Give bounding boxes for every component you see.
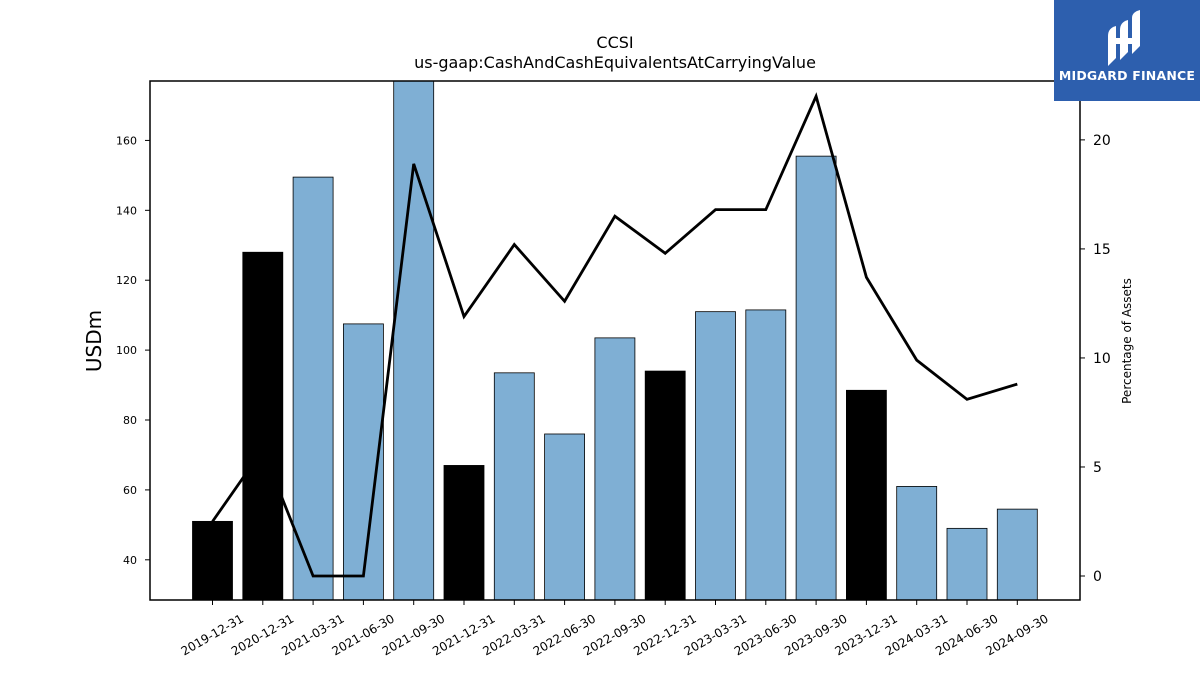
- y-axis-label: USDm: [82, 310, 106, 372]
- bar-2024-09-30: [996, 508, 1038, 601]
- bars-layer: [192, 80, 1038, 601]
- y2-tick-label: 0: [1093, 569, 1102, 585]
- y2-tick-label: 5: [1093, 460, 1102, 476]
- bar-2022-03-31: [493, 372, 535, 601]
- bar-2022-12-31: [644, 370, 686, 601]
- bar-2023-09-30: [795, 155, 837, 601]
- bar-2023-06-30: [745, 309, 787, 601]
- bar-2023-12-31: [846, 389, 887, 601]
- y2-tick-label: 15: [1093, 242, 1111, 258]
- y-tick-label: 40: [123, 554, 137, 567]
- bar-2020-12-31: [242, 251, 284, 601]
- bar-2019-12-31: [192, 520, 233, 601]
- y-tick-label: 160: [116, 134, 137, 147]
- chart-subtitle: us-gaap:CashAndCashEquivalentsAtCarrying…: [414, 53, 816, 72]
- y-axis-right: 0 5 10 15 20: [1080, 133, 1111, 585]
- y-tick-label: 100: [116, 344, 137, 357]
- logo-text: MIDGARD FINANCE: [1058, 68, 1196, 83]
- x-axis: 2019-12-312020-12-312021-03-312021-06-30…: [179, 600, 1051, 658]
- y2-tick-label: 10: [1093, 351, 1111, 367]
- bar-2022-06-30: [544, 433, 585, 601]
- y-tick-label: 120: [116, 274, 137, 287]
- line-layer: [211, 92, 1018, 578]
- y2-tick-label: 20: [1093, 133, 1111, 149]
- y2-axis-label: Percentage of Assets: [1120, 278, 1134, 404]
- bar-2021-03-31: [292, 176, 334, 601]
- y-axis-left: 40 60 80 100 120 140 160: [116, 134, 150, 567]
- bar-2021-09-30: [393, 80, 435, 601]
- y-tick-label: 80: [123, 414, 137, 427]
- bar-2023-03-31: [695, 311, 736, 601]
- y-tick-label: 140: [116, 204, 137, 217]
- bar-2024-03-31: [896, 486, 938, 601]
- midgard-logo-icon: [1108, 10, 1140, 66]
- midgard-finance-logo: MIDGARD FINANCE: [1054, 0, 1200, 101]
- y-tick-label: 60: [123, 484, 137, 497]
- bar-2024-06-30: [946, 527, 988, 601]
- bar-2021-12-31: [443, 465, 485, 601]
- percentage-line: [211, 92, 1018, 578]
- chart-title: CCSI: [596, 33, 633, 52]
- bar-2022-09-30: [594, 337, 636, 601]
